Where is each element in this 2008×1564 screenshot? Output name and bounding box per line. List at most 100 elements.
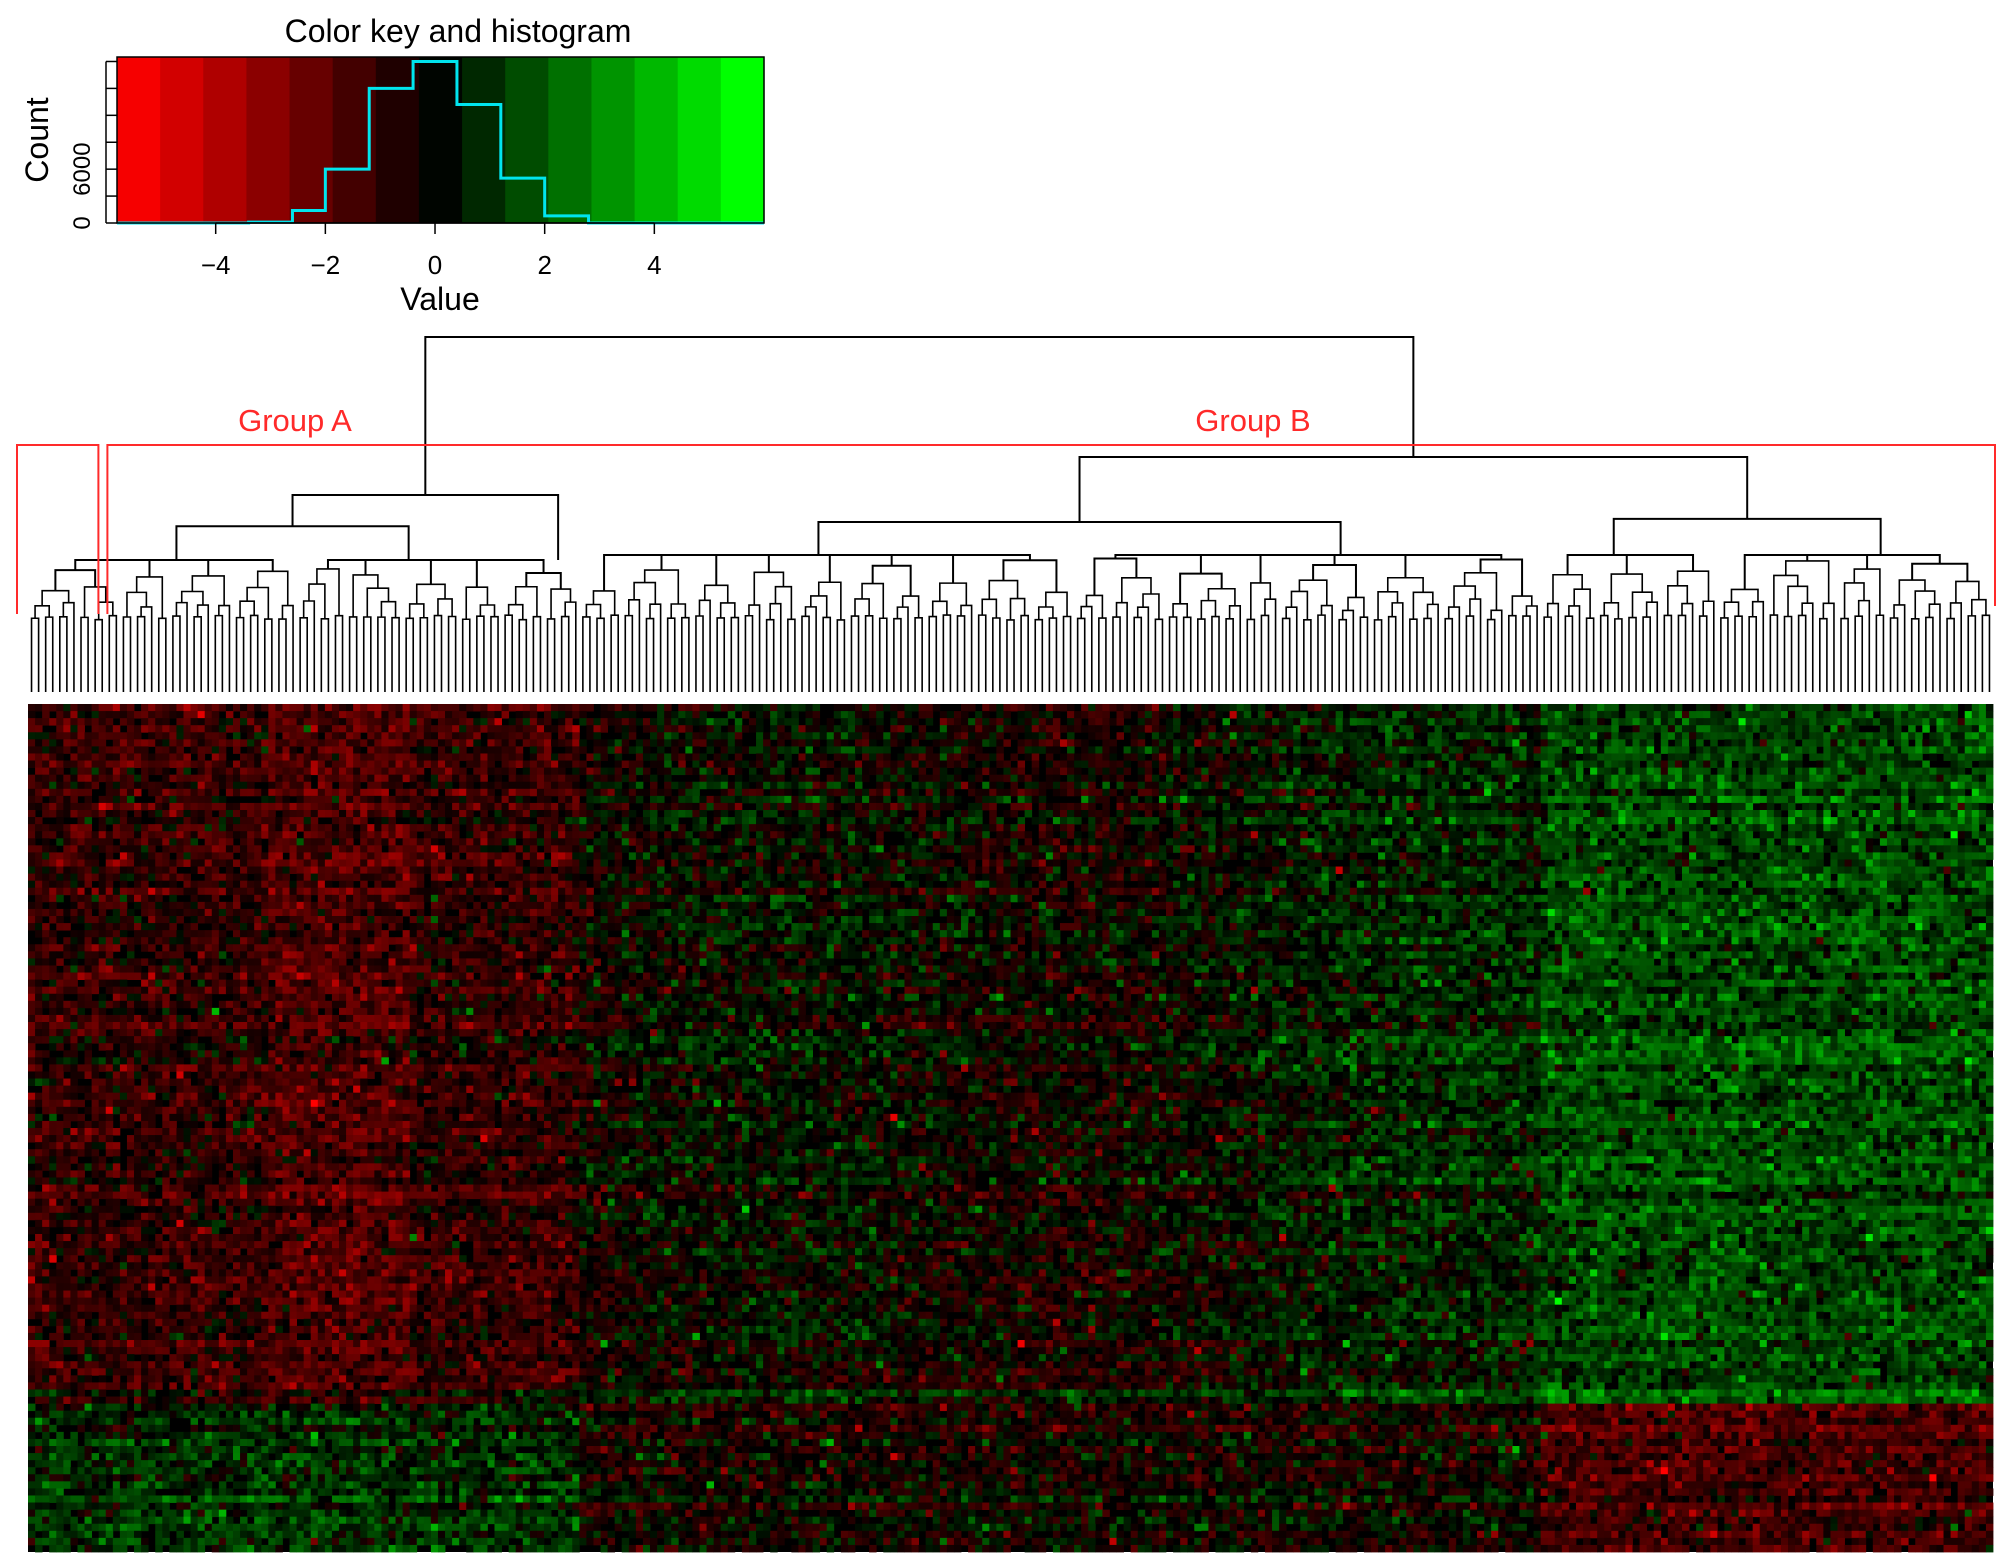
heatmap-cell — [191, 796, 198, 803]
heatmap-cell — [1845, 768, 1852, 775]
heatmap-cell — [353, 775, 360, 782]
heatmap-cell — [339, 739, 346, 746]
heatmap-cell — [1138, 739, 1145, 746]
heatmap-cell — [332, 725, 339, 732]
heatmap-cell — [268, 768, 275, 775]
heatmap-cell — [1237, 753, 1244, 760]
heatmap-cell — [162, 753, 169, 760]
heatmap-cell — [1746, 746, 1753, 753]
heatmap-cell — [1753, 711, 1760, 718]
heatmap-cell — [1505, 725, 1512, 732]
heatmap-cell — [1576, 725, 1583, 732]
heatmap-cell — [827, 782, 834, 789]
heatmap-cell — [1908, 768, 1915, 775]
heatmap-cell — [1237, 739, 1244, 746]
dendrogram-link — [300, 618, 307, 692]
heatmap-cell — [1944, 718, 1951, 725]
dendrogram-link — [1700, 616, 1707, 692]
heatmap-cell — [897, 732, 904, 739]
heatmap-cell — [1215, 732, 1222, 739]
heatmap-cell — [933, 753, 940, 760]
heatmap-cell — [1654, 704, 1661, 711]
heatmap-cell — [770, 753, 777, 760]
heatmap-cell — [855, 711, 862, 718]
heatmap-cell — [1336, 775, 1343, 782]
heatmap-cell — [1307, 725, 1314, 732]
heatmap-cell — [1852, 718, 1859, 725]
heatmap-cell — [869, 746, 876, 753]
heatmap-cell — [904, 711, 911, 718]
heatmap-cell — [629, 796, 636, 803]
heatmap-cell — [912, 761, 919, 768]
heatmap-cell — [1279, 739, 1286, 746]
heatmap-cell — [919, 761, 926, 768]
heatmap-cell — [1618, 739, 1625, 746]
heatmap-cell — [70, 789, 77, 796]
heatmap-cell — [1442, 711, 1449, 718]
heatmap-cell — [1562, 704, 1569, 711]
heatmap-cell — [1526, 753, 1533, 760]
heatmap-cell — [381, 704, 388, 711]
heatmap-cell — [1866, 732, 1873, 739]
heatmap-cell — [1498, 753, 1505, 760]
heatmap-cell — [862, 761, 869, 768]
heatmap-cell — [1413, 704, 1420, 711]
heatmap-cell — [629, 782, 636, 789]
heatmap-cell — [820, 746, 827, 753]
heatmap-cell — [855, 775, 862, 782]
heatmap-cell — [919, 796, 926, 803]
heatmap-cell — [1986, 711, 1993, 718]
heatmap-cell — [332, 704, 339, 711]
heatmap-cell — [1569, 704, 1576, 711]
heatmap-cell — [1449, 768, 1456, 775]
heatmap-cell — [763, 732, 770, 739]
heatmap-cell — [466, 725, 473, 732]
heatmap-cell — [339, 789, 346, 796]
dendrogram-link — [1509, 616, 1516, 692]
dendrogram-link — [138, 617, 145, 692]
heatmap-cell — [1731, 753, 1738, 760]
heatmap-cell — [1611, 718, 1618, 725]
heatmap-cell — [1470, 761, 1477, 768]
heatmap-cell — [643, 704, 650, 711]
heatmap-cell — [1166, 725, 1173, 732]
heatmap-cell — [1286, 711, 1293, 718]
dendrogram-link — [367, 588, 388, 617]
heatmap-cell — [636, 739, 643, 746]
heatmap-cell — [1131, 725, 1138, 732]
heatmap-cell — [1258, 739, 1265, 746]
heatmap-cell — [396, 761, 403, 768]
heatmap-cell — [1343, 739, 1350, 746]
heatmap-cell — [268, 789, 275, 796]
dendrogram-link — [1318, 615, 1325, 692]
heatmap-cell — [883, 732, 890, 739]
heatmap-cell — [1392, 732, 1399, 739]
heatmap-cell — [1689, 753, 1696, 760]
heatmap-cell — [565, 718, 572, 725]
heatmap-cell — [1710, 789, 1717, 796]
heatmap-cell — [1675, 789, 1682, 796]
dendrogram-link — [1155, 619, 1162, 692]
heatmap-cell — [692, 761, 699, 768]
heatmap-cell — [848, 732, 855, 739]
heatmap-cell — [1018, 718, 1025, 725]
heatmap-cell — [466, 796, 473, 803]
heatmap-cell — [1095, 789, 1102, 796]
heatmap-cell — [1053, 732, 1060, 739]
heatmap-cell — [1774, 711, 1781, 718]
heatmap-cell — [1965, 711, 1972, 718]
heatmap-cell — [247, 739, 254, 746]
heatmap-cell — [176, 796, 183, 803]
heatmap-cell — [636, 746, 643, 753]
dendrogram-link — [1138, 607, 1149, 692]
heatmap-cell — [756, 775, 763, 782]
heatmap-cell — [565, 796, 572, 803]
heatmap-cell — [721, 718, 728, 725]
dendrogram-link — [1643, 617, 1650, 692]
heatmap-cell — [1633, 782, 1640, 789]
group-bracket — [17, 445, 98, 614]
heatmap-cell — [982, 725, 989, 732]
heatmap-cell — [982, 732, 989, 739]
heatmap-cell — [282, 718, 289, 725]
heatmap-cell — [480, 718, 487, 725]
